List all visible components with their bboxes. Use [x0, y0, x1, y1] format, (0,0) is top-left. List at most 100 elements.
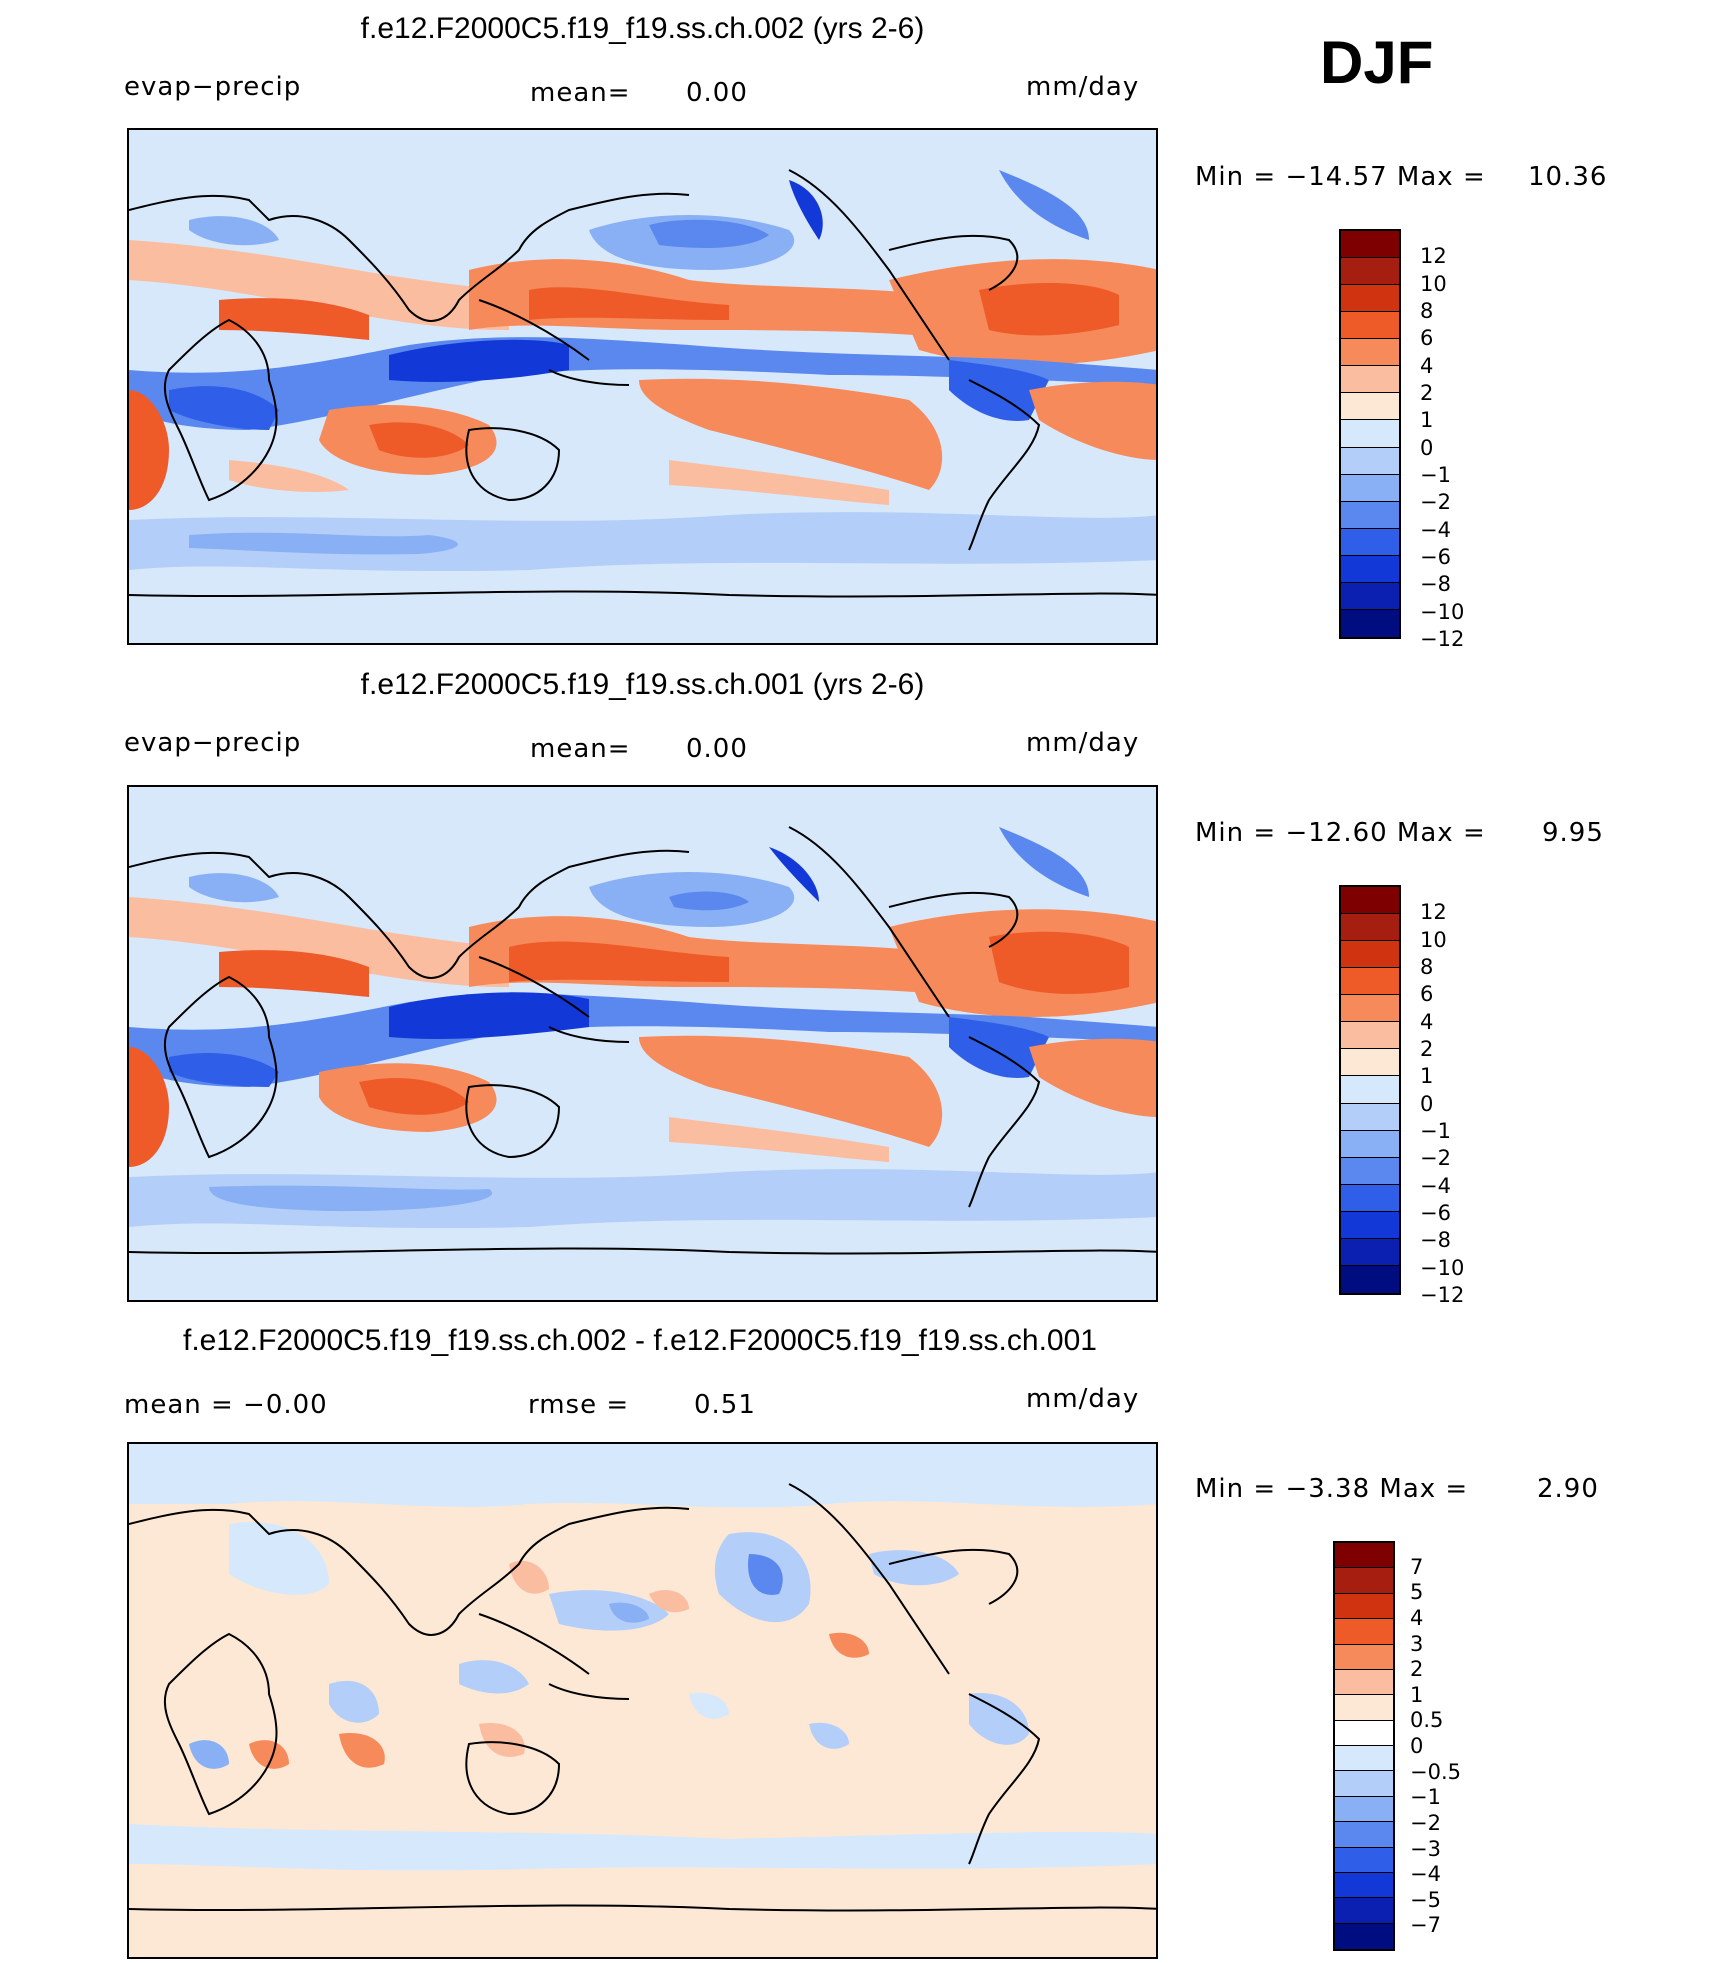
panel-2-variable-label: evap−precip — [124, 728, 302, 758]
colorbar-tick-label: −12 — [1420, 1283, 1465, 1307]
colorbar-swatch — [1341, 420, 1399, 448]
panel-3-min-max-label: Min = −3.38 Max = — [1195, 1474, 1469, 1504]
colorbar-swatch — [1341, 1103, 1399, 1131]
colorbar-swatch — [1335, 1746, 1393, 1772]
colorbar-swatch — [1335, 1796, 1393, 1823]
panel-2-min-max-label: Min = −12.60 Max = — [1195, 818, 1486, 848]
panel-2-field-plot — [129, 787, 1156, 1300]
panel-1-min-max-label: Min = −14.57 Max = — [1195, 162, 1486, 192]
colorbar-tick-label: −1 — [1410, 1785, 1441, 1810]
colorbar-swatch — [1341, 1157, 1399, 1185]
colorbar-swatch — [1335, 1847, 1393, 1873]
panel-1-field-plot — [129, 130, 1156, 643]
colorbar-tick-label: 8 — [1420, 299, 1434, 323]
panel-3-units: mm/day — [1026, 1384, 1140, 1414]
colorbar-swatch — [1335, 1720, 1393, 1746]
colorbar-swatch — [1341, 258, 1399, 286]
colorbar-swatch — [1335, 1568, 1393, 1594]
panel-2-units: mm/day — [1026, 728, 1140, 758]
colorbar-swatch — [1341, 447, 1399, 475]
colorbar-swatch — [1341, 555, 1399, 583]
colorbar-swatch — [1335, 1898, 1393, 1924]
colorbar-swatch — [1341, 366, 1399, 394]
colorbar-swatch — [1341, 968, 1399, 996]
panel-2-title: f.e12.F2000C5.f19_f19.ss.ch.001 (yrs 2-6… — [360, 668, 925, 701]
colorbar-swatch — [1335, 1644, 1393, 1670]
colorbar-tick-label: 1 — [1420, 408, 1434, 433]
colorbar-swatch — [1341, 501, 1399, 529]
colorbar-tick-label: 3 — [1410, 1631, 1424, 1656]
panel-2-mean-label: mean= — [530, 734, 631, 764]
panel-2-mean-value: 0.00 — [686, 734, 748, 764]
colorbar-tick-label: 12 — [1420, 244, 1447, 269]
colorbar-tick-label: −6 — [1420, 545, 1451, 569]
panel-3-colorbar — [1333, 1541, 1395, 1951]
colorbar-swatch — [1335, 1619, 1393, 1645]
colorbar-swatch — [1341, 582, 1399, 610]
colorbar-tick-label: −5 — [1410, 1887, 1441, 1912]
colorbar-tick-label: −4 — [1410, 1862, 1441, 1887]
panel-1-title: f.e12.F2000C5.f19_f19.ss.ch.002 (yrs 2-6… — [360, 12, 925, 45]
colorbar-swatch — [1341, 474, 1399, 502]
colorbar-tick-label: 0 — [1410, 1734, 1424, 1758]
colorbar-tick-label: 2 — [1420, 1037, 1434, 1061]
colorbar-tick-label: 12 — [1420, 900, 1447, 925]
colorbar-swatch — [1341, 528, 1399, 556]
colorbar-swatch — [1335, 1822, 1393, 1848]
panel-3-rmse-value: 0.51 — [694, 1390, 756, 1420]
season-label: DJF — [1320, 29, 1434, 96]
colorbar-tick-label: −8 — [1420, 1228, 1451, 1253]
colorbar-swatch — [1341, 285, 1399, 313]
colorbar-swatch — [1341, 1184, 1399, 1212]
colorbar-tick-label: 4 — [1420, 353, 1434, 378]
colorbar-tick-label: −4 — [1420, 1173, 1451, 1198]
colorbar-swatch — [1341, 995, 1399, 1023]
colorbar-tick-label: 4 — [1420, 1009, 1434, 1034]
colorbar-swatch — [1341, 1265, 1399, 1293]
colorbar-tick-label: −1 — [1420, 463, 1451, 487]
colorbar-tick-label: 7 — [1410, 1554, 1424, 1579]
colorbar-swatch — [1341, 1049, 1399, 1077]
panel-3-max-value: 2.90 — [1537, 1474, 1599, 1504]
colorbar-tick-label: 2 — [1420, 381, 1434, 405]
colorbar-swatch — [1341, 1076, 1399, 1104]
colorbar-tick-label: −12 — [1420, 627, 1465, 651]
colorbar-tick-label: 1 — [1420, 1064, 1434, 1089]
colorbar-swatch — [1335, 1923, 1393, 1949]
colorbar-swatch — [1335, 1771, 1393, 1797]
panel-1-colorbar — [1339, 229, 1401, 639]
colorbar-tick-label: 5 — [1410, 1580, 1424, 1605]
colorbar-swatch — [1341, 1238, 1399, 1266]
colorbar-swatch — [1341, 1130, 1399, 1158]
colorbar-swatch — [1335, 1543, 1393, 1569]
colorbar-tick-label: −10 — [1420, 599, 1465, 624]
panel-1-units: mm/day — [1026, 72, 1140, 102]
colorbar-swatch — [1341, 609, 1399, 637]
panel-1-variable-label: evap−precip — [124, 72, 302, 102]
colorbar-tick-label: 8 — [1420, 955, 1434, 979]
panel-2-colorbar — [1339, 885, 1401, 1295]
colorbar-swatch — [1335, 1872, 1393, 1899]
colorbar-swatch — [1341, 914, 1399, 942]
colorbar-swatch — [1335, 1593, 1393, 1620]
panel-1-mean-value: 0.00 — [686, 78, 748, 108]
colorbar-tick-label: 6 — [1420, 982, 1434, 1007]
colorbar-swatch — [1335, 1669, 1393, 1696]
colorbar-tick-label: −6 — [1420, 1201, 1451, 1225]
colorbar-swatch — [1341, 1022, 1399, 1050]
colorbar-tick-label: −4 — [1420, 517, 1451, 542]
colorbar-swatch — [1341, 941, 1399, 969]
colorbar-swatch — [1341, 231, 1399, 259]
panel-3-rmse-label: rmse = — [528, 1390, 630, 1420]
colorbar-tick-label: −2 — [1420, 490, 1451, 515]
colorbar-tick-label: 10 — [1420, 927, 1447, 952]
colorbar-swatch — [1341, 887, 1399, 915]
panel-3-field-plot — [129, 1444, 1156, 1957]
colorbar-tick-label: −2 — [1420, 1146, 1451, 1171]
panel-3-mean-label: mean = −0.00 — [124, 1390, 328, 1420]
colorbar-tick-label: −1 — [1420, 1119, 1451, 1143]
panel-3-title: f.e12.F2000C5.f19_f19.ss.ch.002 - f.e12.… — [183, 1324, 1097, 1357]
panel-2-map — [127, 785, 1158, 1302]
panel-3-map — [127, 1442, 1158, 1959]
colorbar-tick-label: 4 — [1410, 1605, 1424, 1630]
